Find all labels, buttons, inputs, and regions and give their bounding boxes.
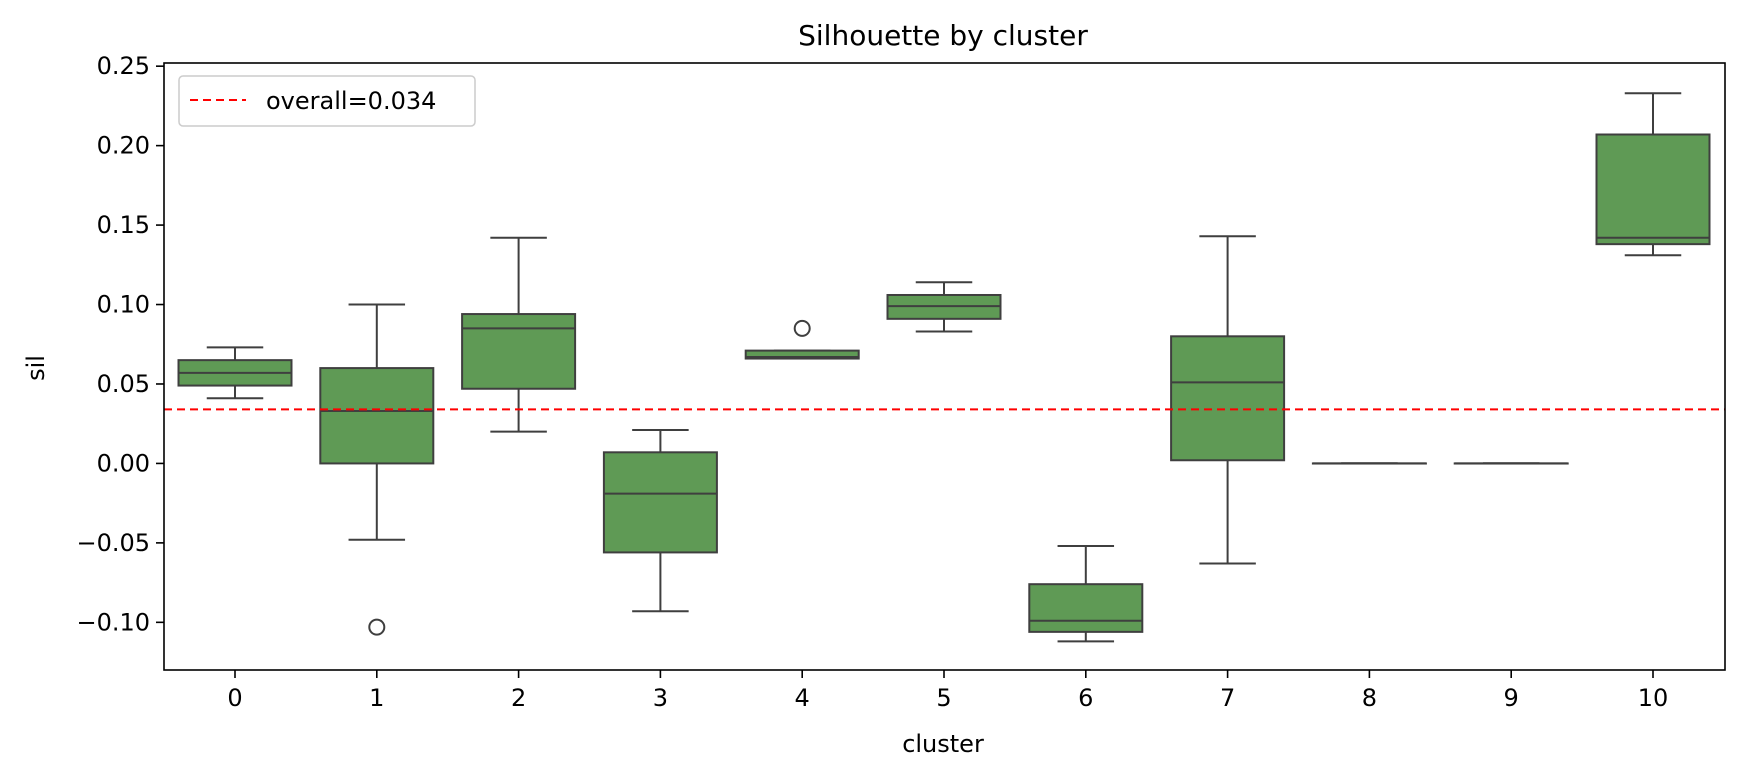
chart-title: Silhouette by cluster [798, 19, 1088, 52]
y-tick-label: 0.10 [97, 291, 150, 319]
legend-label: overall=0.034 [266, 87, 436, 115]
x-axis-label: cluster [902, 730, 984, 758]
y-tick-label: 0.15 [97, 211, 150, 239]
outlier-point [793, 319, 811, 337]
y-tick-label: −0.10 [76, 608, 150, 636]
x-tick-label: 7 [1220, 684, 1235, 712]
box-iqr [744, 349, 860, 360]
x-tick-label: 4 [795, 684, 810, 712]
x-tick-label: 2 [511, 684, 526, 712]
x-tick-label: 8 [1362, 684, 1377, 712]
legend-box [178, 75, 476, 127]
y-tick-label: 0.00 [97, 449, 150, 477]
y-tick-label: 0.20 [97, 132, 150, 160]
box-iqr [461, 313, 577, 390]
y-tick-label: 0.25 [97, 52, 150, 80]
x-tick-label: 5 [936, 684, 951, 712]
box-iqr [1595, 133, 1711, 246]
y-tick-label: 0.05 [97, 370, 150, 398]
legend: overall=0.034 [178, 75, 476, 127]
x-tick-label: 6 [1078, 684, 1093, 712]
box-iqr [1170, 335, 1286, 462]
x-tick-label: 9 [1504, 684, 1519, 712]
box-iqr [319, 367, 435, 465]
y-tick-label: −0.05 [76, 529, 150, 557]
outlier-point [368, 618, 386, 636]
x-tick-label: 3 [653, 684, 668, 712]
x-tick-label: 10 [1638, 684, 1669, 712]
box-iqr [602, 451, 718, 554]
y-axis-label: sil [22, 355, 50, 381]
box-iqr [1028, 583, 1144, 633]
x-tick-label: 0 [227, 684, 242, 712]
plot-frame [163, 62, 1726, 671]
x-tick-label: 1 [369, 684, 384, 712]
